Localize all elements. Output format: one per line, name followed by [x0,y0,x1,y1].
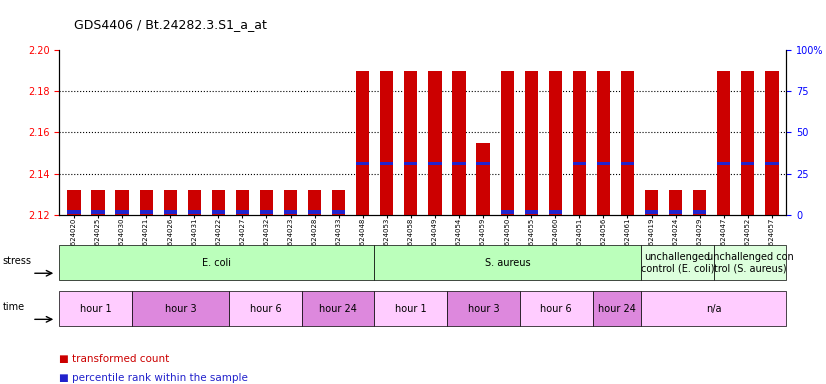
Bar [548,71,562,215]
Bar [597,71,610,215]
Bar [429,71,442,215]
Bar [597,162,610,165]
Bar [477,162,490,165]
Bar [211,190,225,215]
Text: hour 6: hour 6 [540,304,572,314]
Bar [404,71,417,215]
Bar [453,71,466,215]
Bar [525,71,538,215]
Bar [572,162,586,165]
Text: hour 24: hour 24 [319,304,357,314]
Bar [717,162,730,165]
Bar [235,190,249,215]
Bar [92,210,105,214]
Bar [284,190,297,215]
Bar [380,71,393,215]
Bar [211,210,225,214]
Bar [766,162,779,165]
Bar [693,210,706,214]
Bar [356,162,369,165]
Bar [741,71,754,215]
Text: S. aureus: S. aureus [485,258,530,268]
Bar [308,210,321,214]
Bar [501,71,514,215]
Bar [380,162,393,165]
Bar [67,210,80,214]
Text: hour 24: hour 24 [598,304,636,314]
Bar [621,162,634,165]
Bar [766,71,779,215]
Bar [429,162,442,165]
Bar [741,162,754,165]
Bar [717,71,730,215]
Bar [188,190,201,215]
Text: hour 6: hour 6 [249,304,281,314]
Text: GDS4406 / Bt.24282.3.S1_a_at: GDS4406 / Bt.24282.3.S1_a_at [74,18,268,31]
Bar [308,190,321,215]
Bar [332,190,345,215]
Bar [645,210,658,214]
Text: hour 3: hour 3 [165,304,197,314]
Bar [188,210,201,214]
Text: time: time [2,302,25,312]
Bar [572,71,586,215]
Text: hour 1: hour 1 [80,304,112,314]
Bar [525,210,538,214]
Text: unchallenged con
trol (S. aureus): unchallenged con trol (S. aureus) [706,252,794,273]
Bar [404,162,417,165]
Text: hour 3: hour 3 [468,304,499,314]
Bar [260,210,273,214]
Text: ■ transformed count: ■ transformed count [59,354,169,364]
Bar [645,190,658,215]
Bar [453,162,466,165]
Bar [548,210,562,214]
Bar [164,190,177,215]
Text: stress: stress [2,256,31,266]
Text: ■ percentile rank within the sample: ■ percentile rank within the sample [59,373,249,383]
Bar [260,190,273,215]
Text: unchallenged
control (E. coli): unchallenged control (E. coli) [641,252,714,273]
Bar [693,190,706,215]
Bar [140,210,153,214]
Bar [501,210,514,214]
Bar [621,71,634,215]
Bar [332,210,345,214]
Bar [235,210,249,214]
Text: E. coli: E. coli [202,258,231,268]
Bar [164,210,177,214]
Bar [116,210,129,214]
Text: n/a: n/a [706,304,721,314]
Bar [116,190,129,215]
Bar [669,190,682,215]
Bar [67,190,80,215]
Bar [284,210,297,214]
Text: hour 1: hour 1 [395,304,426,314]
Bar [140,190,153,215]
Bar [669,210,682,214]
Bar [356,71,369,215]
Bar [477,143,490,215]
Bar [92,190,105,215]
